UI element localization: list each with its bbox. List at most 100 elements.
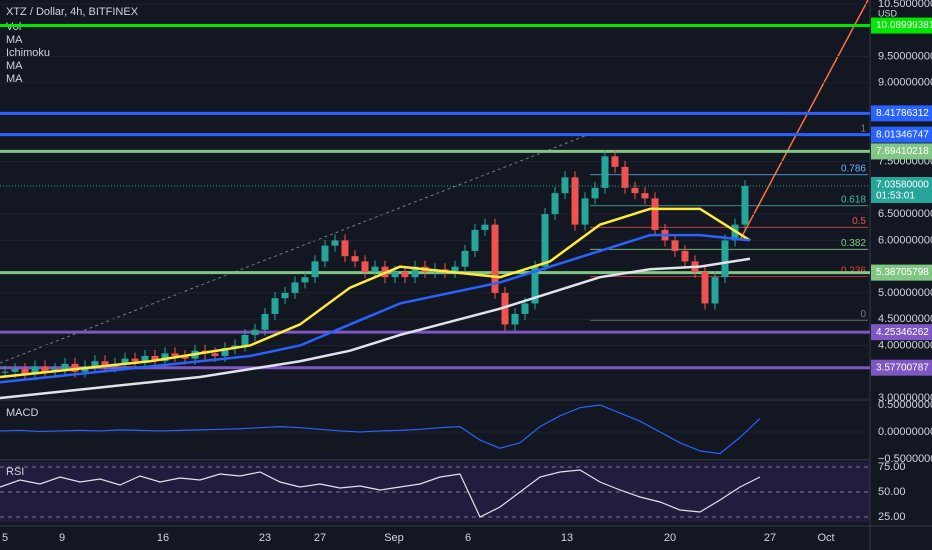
candle <box>671 240 679 251</box>
candle <box>221 348 229 356</box>
candle <box>91 361 99 367</box>
moving-average <box>0 207 751 379</box>
rsi-label: RSI <box>6 466 24 478</box>
candle <box>571 177 579 225</box>
candle <box>401 271 409 278</box>
y-tick-label: 3.00000000 <box>878 392 932 404</box>
x-tick-label: 5 <box>2 532 8 544</box>
fib-label: 0.382 <box>841 238 866 249</box>
candle <box>541 214 549 267</box>
candle <box>321 245 329 262</box>
candle <box>181 355 189 359</box>
candle <box>341 240 349 257</box>
rsi-line <box>0 469 761 518</box>
y-tick-label: 4.00000000 <box>878 339 932 351</box>
fib-label: 0.786 <box>841 163 866 174</box>
fib-label: 0.236 <box>841 265 866 276</box>
level-label: 10.08999381 <box>876 20 932 31</box>
candle <box>121 358 129 364</box>
y-tick-label: 9.50000000 <box>878 50 932 62</box>
candle <box>61 363 69 370</box>
candle <box>21 369 29 375</box>
level-label: 8.01346747 <box>876 129 929 140</box>
y-tick-label: 0.00000000 <box>878 426 932 438</box>
candle <box>701 271 709 304</box>
fib-label: 0 <box>860 309 866 320</box>
candle <box>641 193 649 199</box>
candle <box>371 266 379 272</box>
candle <box>411 266 419 278</box>
y-tick-label: 6.00000000 <box>878 234 932 246</box>
title: XTZ / Dollar, 4h, BITFINEX <box>6 6 139 18</box>
level-tag <box>871 359 932 376</box>
candle <box>11 369 19 372</box>
candle <box>591 187 599 199</box>
candle <box>491 224 499 293</box>
candle <box>391 271 399 278</box>
candle <box>291 282 299 293</box>
candle <box>31 366 39 375</box>
candle <box>161 353 169 362</box>
candle <box>141 355 149 362</box>
level-tag <box>871 324 932 341</box>
x-tick-label: Oct <box>817 532 834 544</box>
legend-entry: Ichimoku <box>6 47 50 59</box>
x-tick-label: Sep <box>384 532 404 544</box>
x-tick-label: 16 <box>157 532 169 544</box>
candle <box>281 292 289 299</box>
x-tick-label: 20 <box>664 532 676 544</box>
y-tick-label: 5.00000000 <box>878 287 932 299</box>
macd-label: MACD <box>6 407 38 419</box>
candle <box>451 266 459 272</box>
candle <box>271 298 279 314</box>
candle <box>311 261 319 278</box>
fib-label: 0.618 <box>841 194 866 205</box>
moving-average <box>0 233 751 384</box>
candle <box>521 303 529 314</box>
x-tick-label: 27 <box>764 532 776 544</box>
candle <box>301 277 309 283</box>
y-tick-label: 9.00000000 <box>878 77 932 89</box>
candle <box>71 363 79 372</box>
legend-entry: MA <box>6 73 23 85</box>
candle <box>131 358 139 362</box>
countdown: 01:53:01 <box>876 191 915 202</box>
candle <box>731 224 739 241</box>
moving-average <box>0 257 751 400</box>
candle <box>511 313 519 325</box>
candle <box>711 277 719 304</box>
unit: USD <box>878 8 898 18</box>
level-label: 4.25346262 <box>876 327 929 338</box>
level-tag <box>871 143 932 160</box>
candle <box>721 240 729 278</box>
x-tick-label: 23 <box>259 532 271 544</box>
level-label: 8.41786312 <box>876 108 929 119</box>
candle <box>361 261 369 272</box>
fib-label: 1 <box>860 123 866 134</box>
candle <box>331 240 339 246</box>
level-label: 3.57700787 <box>876 362 929 373</box>
candle <box>531 266 539 304</box>
candle <box>651 198 659 230</box>
y-tick-label: 75.00 <box>878 461 906 473</box>
candle <box>471 229 479 251</box>
level-label: 5.38705798 <box>876 267 929 278</box>
fib-label: 0.5 <box>852 216 866 227</box>
candle <box>151 355 159 362</box>
candle <box>261 313 269 330</box>
y-tick-label: 4.50000000 <box>878 313 932 325</box>
candle <box>601 156 609 188</box>
candle <box>101 361 109 367</box>
current-price-tag <box>871 176 932 203</box>
candle <box>501 292 509 325</box>
legend-entry: MA <box>6 60 23 72</box>
candle <box>481 224 489 230</box>
macd-line <box>0 404 761 455</box>
level-tag <box>871 105 932 122</box>
candle <box>351 256 359 262</box>
projection-line <box>739 0 869 241</box>
candle <box>611 156 619 167</box>
y-tick-label: 50.00 <box>878 486 906 498</box>
